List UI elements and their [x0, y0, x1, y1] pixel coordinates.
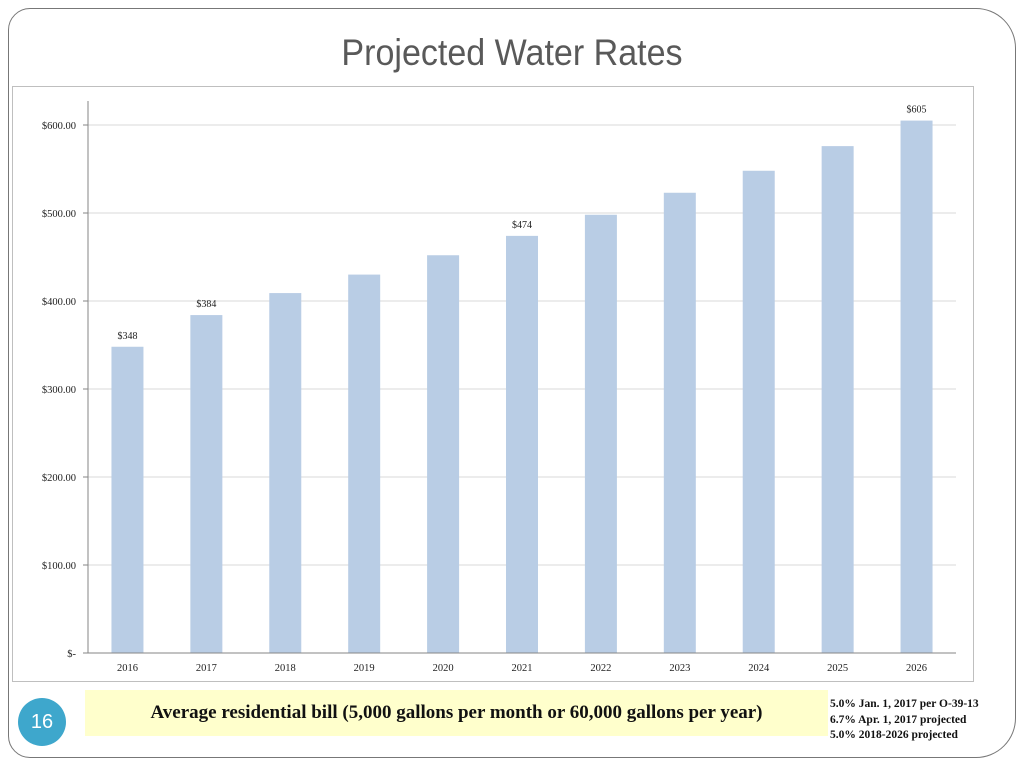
x-tick-label: 2023: [669, 663, 690, 674]
bar: [506, 235, 538, 653]
bar: [111, 346, 144, 653]
bar: [190, 315, 223, 653]
y-tick-label: $400.00: [42, 297, 76, 308]
y-tick-label: $500.00: [42, 209, 76, 220]
data-label: $605: [907, 105, 927, 116]
note-line: 5.0% Jan. 1, 2017 per O-39-13: [830, 698, 979, 710]
bar-chart: $- $100.00 $200.00 $300.00 $400.00 $500.00 $60…: [42, 101, 956, 674]
x-tick-label: 2024: [748, 663, 770, 674]
data-label: $474: [512, 220, 532, 231]
x-tick-label: 2026: [906, 663, 927, 674]
chart: $- $100.00 $200.00 $300.00 $400.00 $500.00 $60…: [12, 86, 974, 682]
x-tick-label: 2019: [354, 663, 375, 674]
note-line: 5.0% 2018-2026 projected: [830, 729, 958, 741]
data-label: $384: [196, 299, 216, 310]
x-tick-label: 2025: [827, 663, 848, 674]
note-line: 6.7% Apr. 1, 2017 projected: [830, 713, 967, 726]
bar: [821, 146, 854, 653]
x-tick-label: 2016: [117, 663, 138, 674]
x-tick-label: 2020: [433, 663, 454, 674]
rate-notes: 5.0% Jan. 1, 2017 per O-39-13 6.7% Apr. …: [830, 697, 979, 744]
x-tick-label: 2022: [590, 663, 611, 674]
bar: [663, 192, 696, 653]
x-tick-label: 2021: [512, 663, 533, 674]
bar: [584, 214, 617, 653]
y-tick-label: $600.00: [42, 121, 76, 132]
bar: [742, 170, 775, 653]
x-tick-label: 2018: [275, 663, 296, 674]
bar: [900, 120, 933, 654]
page-number-badge: 16: [18, 698, 66, 746]
bar: [348, 274, 381, 653]
page-title: Projected Water Rates: [341, 32, 683, 73]
y-tick-label: $-: [67, 649, 76, 660]
bar: [269, 293, 302, 653]
y-tick-label: $300.00: [42, 385, 76, 396]
chart-caption: Average residential bill (5,000 gallons …: [85, 690, 828, 736]
slide-frame: [8, 8, 1016, 758]
x-tick-label: 2017: [196, 663, 217, 674]
data-label: $348: [117, 331, 137, 342]
y-tick-label: $200.00: [42, 473, 76, 484]
y-tick-label: $100.00: [42, 561, 76, 572]
bar: [427, 255, 460, 654]
